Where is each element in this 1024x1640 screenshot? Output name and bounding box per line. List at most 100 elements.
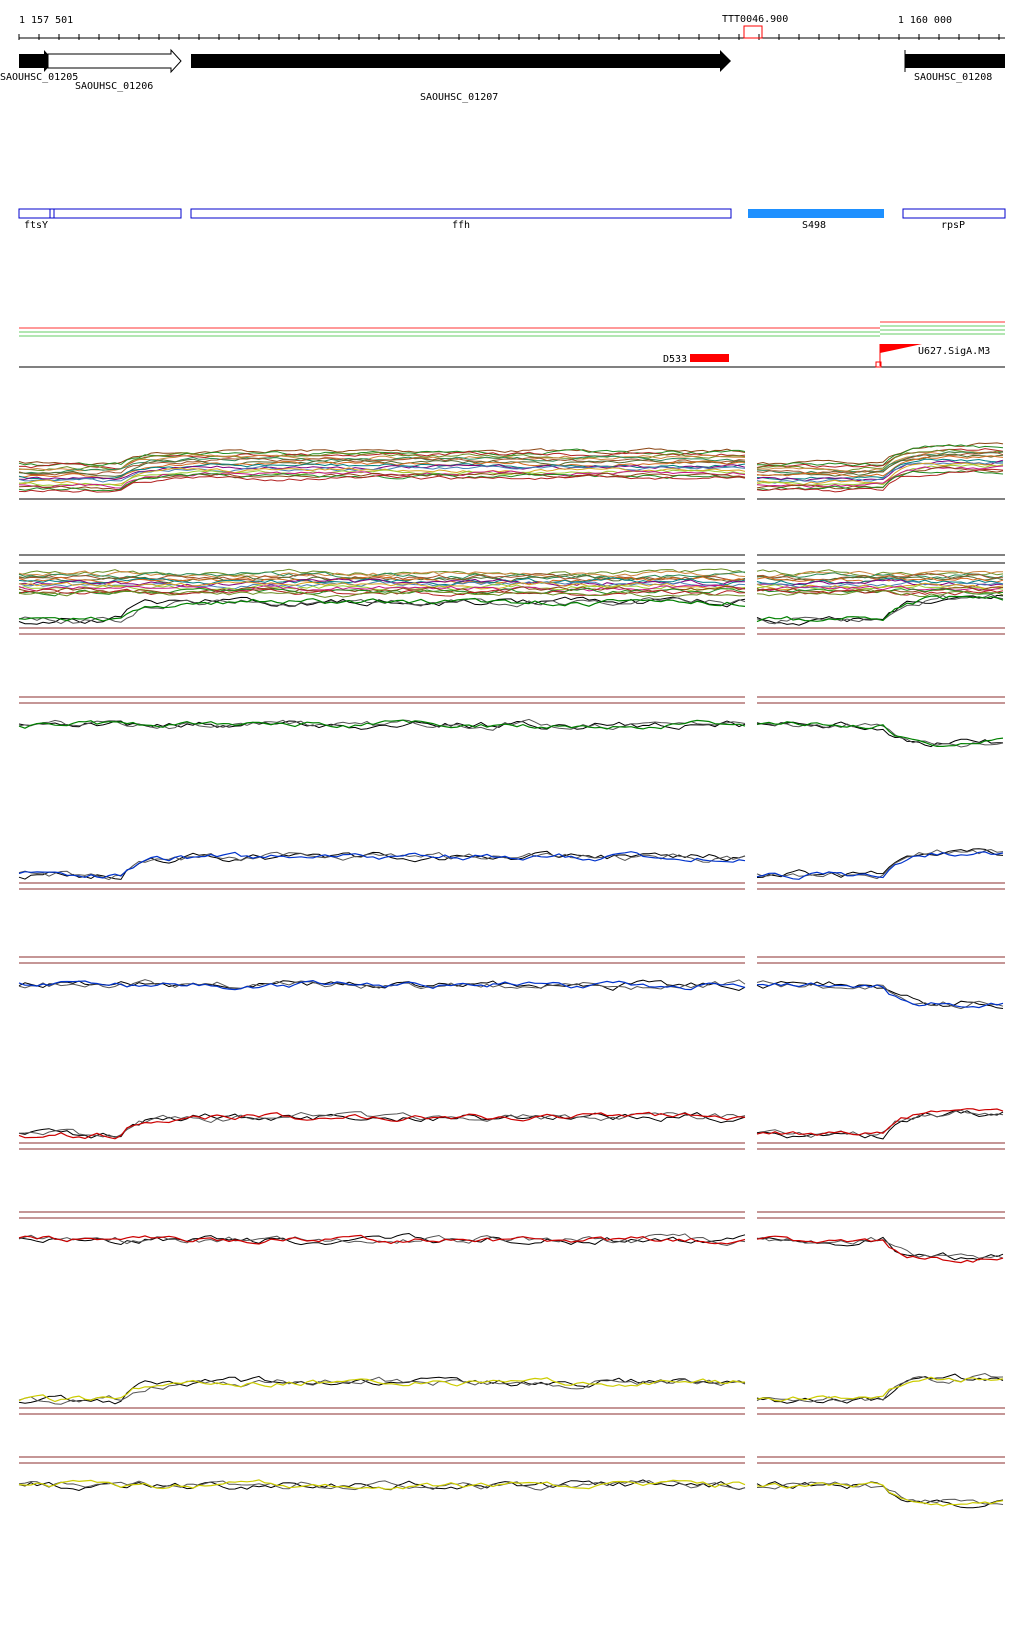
signal-line — [18, 597, 746, 622]
gene-arrow-saouhsc-01206[interactable] — [47, 48, 182, 74]
annotation-box-ffh[interactable] — [190, 208, 732, 219]
signal-line — [18, 1111, 746, 1140]
signal-line — [18, 1111, 746, 1139]
signal-line — [18, 1234, 746, 1245]
signal-line — [18, 1479, 746, 1490]
signal-line — [18, 851, 746, 879]
signal-line — [756, 1108, 1004, 1136]
ruler-end-label: 1 160 000 — [898, 15, 952, 26]
signal-line — [18, 851, 746, 881]
feature-marker-u627 — [875, 361, 882, 368]
signal-line — [756, 595, 1004, 623]
annotation-label-ftsy: ftsY — [24, 220, 48, 231]
signal-line — [756, 464, 1004, 486]
signal-line — [18, 467, 746, 486]
signal-line — [756, 1376, 1004, 1402]
signal-line — [18, 458, 746, 477]
gene-label-saouhsc-01205: SAOUHSC_01205 — [0, 72, 78, 83]
signal-line — [756, 572, 1004, 579]
signal-line — [18, 719, 746, 730]
signal-line — [18, 583, 746, 592]
annotation-track: ftsY ffh S498 rpsP — [18, 208, 1006, 231]
annotation-box-rpsp[interactable] — [902, 208, 1006, 219]
gene-label-saouhsc-01208: SAOUHSC_01208 — [914, 72, 992, 83]
annotation-label-ffh: ffh — [452, 220, 470, 231]
signal-line — [18, 457, 746, 476]
signal-line — [756, 458, 1004, 481]
gene-track: SAOUHSC_01205 SAOUHSC_01206 SAOUHSC_0120… — [0, 48, 1005, 103]
signal-line — [18, 1375, 746, 1405]
signal-line — [757, 575, 1004, 583]
signal-line — [18, 448, 746, 467]
signal-line — [756, 451, 1004, 474]
feature-label-u627: U627.SigA.M3 — [918, 346, 990, 357]
annotation-box-ftsy[interactable] — [18, 208, 182, 219]
gene-arrow-saouhsc-01205[interactable] — [19, 50, 54, 72]
signal-line — [18, 581, 746, 590]
gene-arrow-saouhsc-01207[interactable] — [191, 50, 731, 72]
signal-line — [18, 474, 746, 493]
signal-line — [18, 979, 746, 990]
signal-line — [18, 464, 746, 481]
annotation-label-rpsp: rpsP — [941, 220, 965, 231]
signal-line — [18, 1377, 746, 1403]
signal-line — [756, 448, 1004, 472]
signal-line — [756, 589, 1004, 598]
signal-line — [756, 572, 1004, 581]
signal-line — [756, 1236, 1004, 1261]
signal-line — [18, 1232, 746, 1246]
signal-line — [18, 1480, 746, 1491]
signal-line — [756, 585, 1004, 592]
signal-line — [756, 465, 1004, 488]
signal-line — [756, 980, 1004, 1009]
signal-line — [757, 444, 1004, 467]
signal-line — [756, 1109, 1004, 1138]
signal-line — [756, 468, 1004, 493]
signal-line — [18, 447, 746, 466]
signal-line — [756, 721, 1004, 748]
coordinate-ruler: 1 157 501 1 160 000 TTT0046.900 — [18, 14, 1005, 40]
signal-line — [756, 848, 1004, 878]
annotation-box-s498[interactable] — [748, 209, 884, 218]
signal-line — [756, 570, 1004, 578]
signal-line — [756, 1481, 1004, 1507]
signal-line — [756, 594, 1004, 626]
ruler-start-label: 1 157 501 — [19, 15, 73, 26]
signal-line — [18, 463, 746, 481]
ruler-marker-label: TTT0046.900 — [722, 14, 788, 25]
signal-line — [18, 585, 746, 595]
signal-tracks — [18, 442, 1005, 1509]
signal-line — [756, 577, 1004, 586]
feature-bar-d533[interactable] — [690, 354, 729, 362]
signal-line — [756, 580, 1004, 589]
signal-line — [756, 1481, 1004, 1505]
ruler-ticks — [18, 34, 1000, 40]
signal-line — [756, 980, 1004, 1010]
signal-line — [756, 448, 1004, 468]
annotation-label-s498: S498 — [802, 220, 826, 231]
signal-line — [18, 596, 746, 625]
signal-line — [18, 575, 746, 585]
gene-label-saouhsc-01206: SAOUHSC_01206 — [75, 81, 153, 92]
signal-line — [756, 982, 1004, 1009]
signal-line — [756, 1109, 1004, 1140]
signal-line — [18, 455, 746, 475]
signal-line — [18, 578, 746, 587]
signal-line — [18, 718, 746, 731]
signal-line — [756, 470, 1004, 491]
gene-label-saouhsc-01207: SAOUHSC_01207 — [420, 92, 498, 103]
signal-line — [18, 1112, 746, 1139]
signal-line — [756, 848, 1004, 880]
signal-line — [18, 454, 746, 472]
gene-arrow-saouhsc-01208[interactable] — [905, 54, 1005, 68]
signal-line — [18, 570, 746, 578]
ruler-marker-box — [743, 25, 763, 39]
signal-line — [18, 1376, 746, 1405]
signal-line — [756, 1235, 1004, 1264]
signal-line — [18, 1233, 746, 1247]
feature-label-d533: D533 — [663, 354, 687, 365]
signal-line — [756, 721, 1003, 748]
feature-track: D533 U627.SigA.M3 — [19, 321, 1005, 368]
feature-flag-u627[interactable] — [880, 344, 922, 353]
